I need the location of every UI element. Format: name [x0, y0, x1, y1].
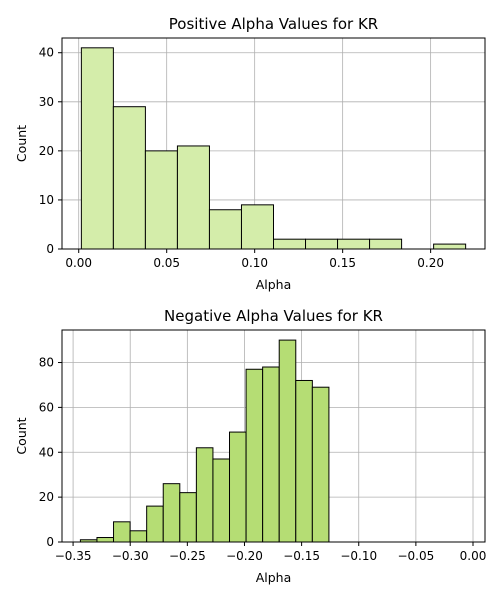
histogram-bar [146, 505, 164, 543]
histogram-bar [305, 238, 339, 250]
histogram-bar [369, 238, 403, 250]
x-axis-label: Alpha [256, 570, 292, 585]
histogram-bar [176, 145, 210, 250]
histogram-bar [144, 150, 178, 250]
x-tick-label: −0.20 [226, 549, 263, 563]
y-axis-label: Count [14, 125, 29, 162]
histogram-bar [162, 483, 181, 543]
chart-2: −0.35 −0.30 −0.25 −0.20 −0.15 −0.10 −0.05 0.00 0… [14, 307, 486, 585]
x-tick-label: −0.35 [55, 549, 92, 563]
histogram-bar [273, 238, 307, 250]
chart-1: 0.00 0.05 0.10 0.15 0.20 0 10 20 30 40 Positive Al… [14, 15, 486, 292]
histogram-bar [337, 238, 371, 250]
plot-frame [61, 37, 486, 250]
histogram-bar [96, 537, 115, 543]
y-tick-label: 20 [39, 144, 54, 158]
x-tick-label: −0.30 [112, 549, 149, 563]
y-tick-label: 80 [39, 356, 54, 370]
histogram-bar [433, 243, 467, 250]
x-tick-label: 0.20 [417, 256, 444, 270]
histogram-bar [262, 366, 280, 543]
y-tick-label: 40 [39, 445, 54, 459]
x-tick-label: −0.25 [169, 549, 206, 563]
y-axis-label: Count [14, 417, 29, 454]
histogram-bar [212, 458, 231, 543]
histogram-bar [113, 521, 131, 543]
x-axis-label: Alpha [256, 277, 292, 292]
y-tick-label: 0 [46, 535, 54, 549]
x-tick-label: −0.10 [340, 549, 377, 563]
histogram-bar [112, 106, 146, 250]
y-tick-label: 60 [39, 400, 54, 414]
x-tick-label: −0.15 [283, 549, 320, 563]
histogram-bar [295, 379, 313, 543]
histogram-bar [129, 530, 148, 543]
x-tick-label: −0.05 [397, 549, 434, 563]
x-tick-label: 0.00 [460, 549, 487, 563]
chart-title: Negative Alpha Values for KR [164, 307, 383, 325]
chart-title: Positive Alpha Values for KR [169, 15, 378, 33]
histogram-bar [208, 209, 242, 250]
y-tick-label: 10 [39, 193, 54, 207]
histogram-bar [80, 47, 114, 250]
y-tick-label: 20 [39, 490, 54, 504]
histogram-bar [240, 204, 275, 250]
x-tick-label: 0.10 [241, 256, 268, 270]
x-tick-label: 0.00 [65, 256, 92, 270]
histogram-bar [311, 386, 330, 543]
y-tick-label: 0 [46, 242, 54, 256]
histogram-bar [179, 492, 197, 543]
histogram-bar [229, 431, 247, 543]
plot-frame [61, 329, 486, 543]
y-tick-label: 30 [39, 95, 54, 109]
x-tick-label: 0.05 [153, 256, 180, 270]
histogram-bar [195, 447, 214, 543]
x-tick-label: 0.15 [329, 256, 356, 270]
histogram-bar [278, 339, 297, 543]
histogram-bar [245, 368, 264, 543]
y-tick-label: 40 [39, 46, 54, 60]
